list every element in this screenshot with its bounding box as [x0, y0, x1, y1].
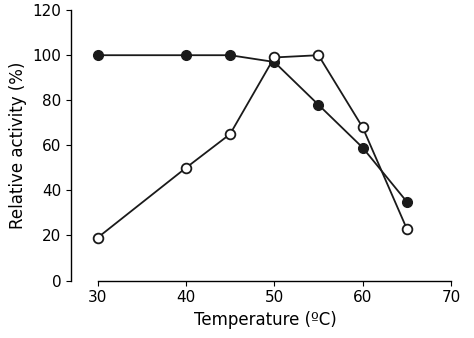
Y-axis label: Relative activity (%): Relative activity (%): [9, 62, 27, 229]
X-axis label: Temperature (ºC): Temperature (ºC): [194, 311, 337, 329]
